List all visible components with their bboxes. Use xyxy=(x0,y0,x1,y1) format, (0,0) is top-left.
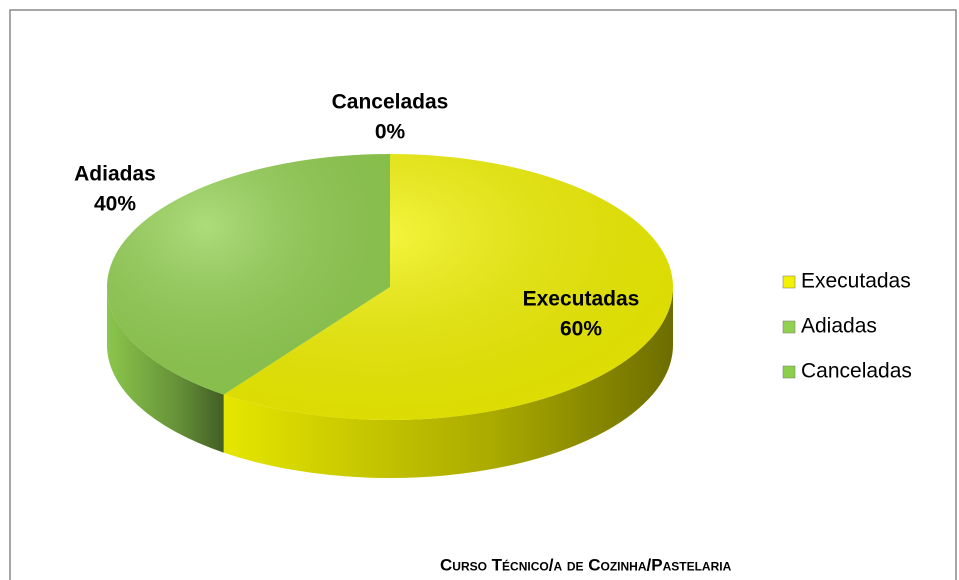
data-label-name: Executadas xyxy=(523,288,640,311)
data-label-value: 60% xyxy=(560,318,602,341)
legend-label: Adiadas xyxy=(801,315,877,338)
slice-side-shade xyxy=(106,287,224,453)
data-label-name: Adiadas xyxy=(74,163,156,186)
slice-shine xyxy=(106,154,390,395)
legend-swatch xyxy=(782,275,796,289)
data-label-value: 0% xyxy=(375,121,406,144)
legend-label: Canceladas xyxy=(801,360,912,383)
legend-swatch xyxy=(782,365,796,379)
chart-frame xyxy=(9,9,957,580)
slice-shine xyxy=(223,154,673,420)
slice-side-shade xyxy=(223,287,673,479)
chart-title: Curso Técnico/a de Cozinha/Pastelaria xyxy=(440,555,732,574)
legend-swatch xyxy=(782,320,796,334)
legend-label: Executadas xyxy=(801,270,911,293)
data-label-name: Canceladas xyxy=(332,91,449,114)
data-label-value: 40% xyxy=(94,193,136,216)
